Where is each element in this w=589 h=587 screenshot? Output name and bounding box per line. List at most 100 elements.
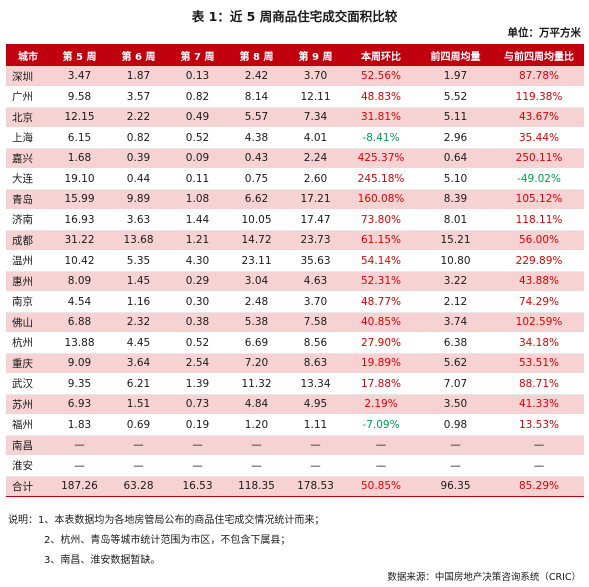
note-line-2: 2、杭州、青岛等城市统计范围为市区，不包含下属县；	[44, 535, 291, 546]
week9-cell: 178.53	[286, 475, 345, 497]
vs-avg-cell: —	[494, 435, 584, 456]
week7-cell: 0.38	[168, 312, 227, 333]
avg4-cell: 2.96	[417, 127, 494, 149]
city-cell: 济南	[6, 209, 50, 231]
week8-cell: 7.20	[227, 353, 286, 374]
week5-cell: 12.15	[50, 107, 109, 128]
week8-cell: 1.20	[227, 414, 286, 436]
wow-cell: 245.18%	[345, 168, 417, 190]
week7-cell: —	[168, 455, 227, 477]
avg4-cell: 7.07	[417, 373, 494, 395]
vs-avg-cell: 35.44%	[494, 127, 584, 149]
avg4-cell: 0.98	[417, 414, 494, 436]
wow-cell: 52.56%	[345, 66, 417, 87]
table-row: 南昌 — — — — — — — —	[6, 435, 584, 456]
avg4-cell: 3.50	[417, 394, 494, 415]
vs-avg-cell: 41.33%	[494, 394, 584, 415]
week7-cell: 16.53	[168, 475, 227, 497]
city-cell: 温州	[6, 250, 50, 272]
vs-avg-cell: 118.11%	[494, 209, 584, 231]
week5-cell: 15.99	[50, 189, 109, 210]
wow-cell: -7.09%	[345, 414, 417, 436]
column-header-week8: 第 8 周	[227, 44, 286, 66]
week7-cell: 0.09	[168, 148, 227, 169]
column-header-week9: 第 9 周	[286, 44, 345, 66]
vs-avg-cell: 53.51%	[494, 353, 584, 374]
week9-cell: 2.60	[286, 168, 345, 190]
wow-cell: 48.77%	[345, 291, 417, 313]
avg4-cell: 5.62	[417, 353, 494, 374]
table-row: 淮安 — — — — — — — —	[6, 455, 584, 477]
week9-cell: 17.47	[286, 209, 345, 231]
city-cell: 重庆	[6, 353, 50, 374]
week9-cell: 4.01	[286, 127, 345, 149]
avg4-cell: 5.52	[417, 86, 494, 108]
vs-avg-cell: 56.00%	[494, 230, 584, 251]
week8-cell: 6.62	[227, 189, 286, 210]
week9-cell: 13.34	[286, 373, 345, 395]
week5-cell: 1.83	[50, 414, 109, 436]
week9-cell: —	[286, 435, 345, 456]
vs-avg-cell: 250.11%	[494, 148, 584, 169]
week7-cell: 0.52	[168, 332, 227, 354]
vs-avg-cell: 102.59%	[494, 312, 584, 333]
city-cell: 成都	[6, 230, 50, 251]
wow-cell: 61.15%	[345, 230, 417, 251]
avg4-cell: 10.80	[417, 250, 494, 272]
column-header-week5: 第 5 周	[50, 44, 109, 66]
week5-cell: 9.58	[50, 86, 109, 108]
wow-cell: 54.14%	[345, 250, 417, 272]
city-cell: 佛山	[6, 312, 50, 333]
week6-cell: 9.89	[109, 189, 168, 210]
table-row: 嘉兴 1.68 0.39 0.09 0.43 2.24 425.37% 0.64 250.11%	[6, 148, 584, 169]
avg4-cell: 15.21	[417, 230, 494, 251]
column-header-city: 城市	[6, 44, 50, 66]
week7-cell: 0.73	[168, 394, 227, 415]
table-body: 深圳 3.47 1.87 0.13 2.42 3.70 52.56% 1.97 87.78% 广州…	[6, 66, 584, 497]
table-row: 武汉 9.35 6.21 1.39 11.32 13.34 17.88% 7.07 88.71%	[6, 373, 584, 395]
vs-avg-cell: 87.78%	[494, 66, 584, 87]
week8-cell: 14.72	[227, 230, 286, 251]
avg4-cell: 96.35	[417, 475, 494, 497]
column-header-wow: 本周环比	[345, 44, 417, 66]
week8-cell: 3.04	[227, 271, 286, 292]
week6-cell: —	[109, 435, 168, 456]
week7-cell: 0.19	[168, 414, 227, 436]
avg4-cell: 8.39	[417, 189, 494, 210]
table-row: 南京 4.54 1.16 0.30 2.48 3.70 48.77% 2.12 74.29%	[6, 291, 584, 313]
week5-cell: 19.10	[50, 168, 109, 190]
vs-avg-cell: 43.67%	[494, 107, 584, 128]
week6-cell: 0.69	[109, 414, 168, 436]
table-row: 深圳 3.47 1.87 0.13 2.42 3.70 52.56% 1.97 87.78%	[6, 66, 584, 87]
city-cell: 杭州	[6, 332, 50, 354]
wow-cell: 17.88%	[345, 373, 417, 395]
week9-cell: 4.95	[286, 394, 345, 415]
wow-cell: 425.37%	[345, 148, 417, 169]
week9-cell: 3.70	[286, 66, 345, 87]
table-row: 重庆 9.09 3.64 2.54 7.20 8.63 19.89% 5.62 53.51%	[6, 353, 584, 374]
week5-cell: 6.93	[50, 394, 109, 415]
unit-label: 单位：万平方米	[507, 27, 582, 39]
week6-cell: —	[109, 455, 168, 477]
table-row: 北京 12.15 2.22 0.49 5.57 7.34 31.81% 5.11 43.67%	[6, 107, 584, 128]
week6-cell: 2.32	[109, 312, 168, 333]
week8-cell: 4.38	[227, 127, 286, 149]
city-cell: 青岛	[6, 189, 50, 210]
week5-cell: 10.42	[50, 250, 109, 272]
table-row: 成都 31.22 13.68 1.21 14.72 23.73 61.15% 15.21 56.…	[6, 230, 584, 251]
week8-cell: 11.32	[227, 373, 286, 395]
week8-cell: 23.11	[227, 250, 286, 272]
week5-cell: 16.93	[50, 209, 109, 231]
week6-cell: 2.22	[109, 107, 168, 128]
week9-cell: 17.21	[286, 189, 345, 210]
vs-avg-cell: 34.18%	[494, 332, 584, 354]
week6-cell: 63.28	[109, 475, 168, 497]
wow-cell: 2.19%	[345, 394, 417, 415]
week8-cell: —	[227, 455, 286, 477]
wow-cell: 31.81%	[345, 107, 417, 128]
vs-avg-cell: 85.29%	[494, 475, 584, 497]
header-row: 城市 第 5 周 第 6 周 第 7 周 第 8 周 第 9 周 本周环比 前四…	[6, 44, 584, 66]
week9-cell: 23.73	[286, 230, 345, 251]
week5-cell: —	[50, 435, 109, 456]
avg4-cell: —	[417, 455, 494, 477]
